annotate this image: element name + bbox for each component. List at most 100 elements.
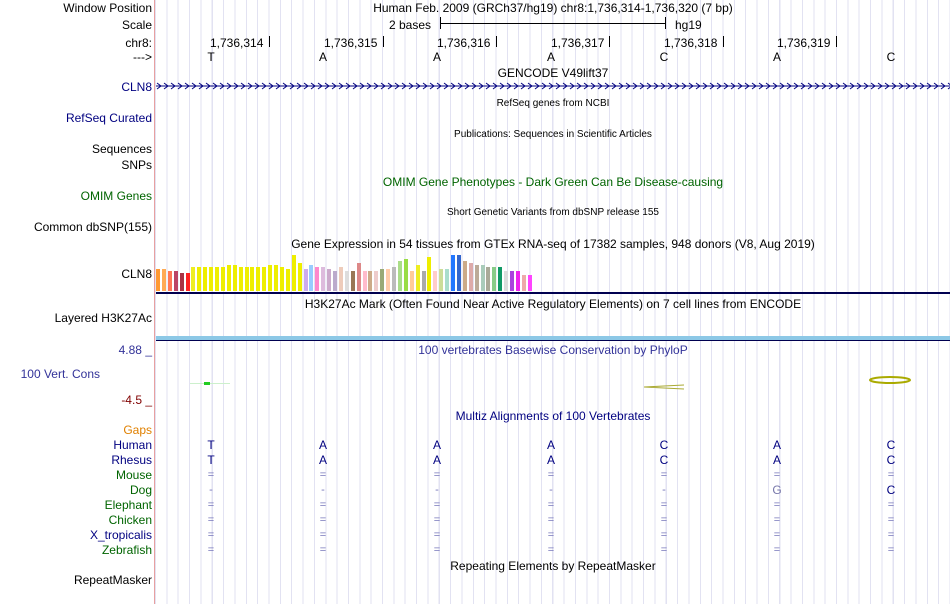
gtex-tissue-bar[interactable] bbox=[232, 265, 237, 291]
gtex-tissue-bar[interactable] bbox=[421, 271, 426, 291]
gtex-tissue-bar[interactable] bbox=[521, 275, 526, 291]
species-aligned-base: C bbox=[659, 438, 669, 452]
h3k27ac-track-label[interactable]: Layered H3K27Ac bbox=[54, 311, 152, 325]
species-aligned-base: = bbox=[319, 529, 327, 541]
gtex-tissue-bar[interactable] bbox=[439, 269, 444, 291]
gtex-tissue-bar[interactable] bbox=[403, 259, 408, 291]
repeatmasker-track-label[interactable]: RepeatMasker bbox=[73, 573, 152, 587]
gtex-tissue-bar[interactable] bbox=[350, 271, 355, 291]
gtex-tissue-bar[interactable] bbox=[291, 255, 296, 291]
multiz-track-title[interactable]: Multiz Alignments of 100 Vertebrates bbox=[455, 409, 651, 423]
gtex-tissue-bar[interactable] bbox=[256, 267, 261, 291]
species-aligned-base: - bbox=[321, 484, 325, 496]
gtex-tissue-bar[interactable] bbox=[327, 269, 332, 291]
gtex-tissue-bar[interactable] bbox=[338, 267, 343, 291]
dbsnp-track-title[interactable]: Short Genetic Variants from dbSNP releas… bbox=[447, 207, 659, 218]
cons-track-label[interactable]: 100 Vert. Cons bbox=[20, 367, 100, 381]
gtex-tissue-bar[interactable] bbox=[156, 269, 160, 291]
gtex-tissue-bar[interactable] bbox=[209, 267, 214, 291]
gtex-tissue-bar[interactable] bbox=[321, 267, 326, 291]
gtex-tissue-bar[interactable] bbox=[226, 265, 231, 291]
gtex-tissue-bar[interactable] bbox=[279, 267, 284, 291]
gtex-tissue-bar[interactable] bbox=[468, 263, 473, 291]
gtex-tissue-bar[interactable] bbox=[167, 271, 172, 291]
gtex-tissue-bar[interactable] bbox=[462, 261, 467, 291]
gtex-tissue-bar[interactable] bbox=[515, 271, 520, 291]
gtex-tissue-bar[interactable] bbox=[427, 257, 432, 291]
gtex-tissue-bar[interactable] bbox=[527, 275, 532, 291]
gtex-tissue-bar[interactable] bbox=[297, 263, 302, 291]
gtex-tissue-bar[interactable] bbox=[451, 255, 455, 291]
gtex-tissue-bar[interactable] bbox=[268, 265, 273, 291]
gtex-gene-label[interactable]: CLN8 bbox=[121, 267, 152, 281]
gtex-tissue-bar[interactable] bbox=[315, 267, 320, 291]
gtex-tissue-bar[interactable] bbox=[262, 267, 267, 291]
gtex-tissue-bar[interactable] bbox=[368, 271, 373, 291]
species-aligned-base: = bbox=[319, 544, 327, 556]
species-aligned-base: A bbox=[432, 453, 441, 467]
gtex-tissue-bar[interactable] bbox=[498, 267, 503, 291]
scale-label: Scale bbox=[121, 18, 152, 32]
snps-track-label[interactable]: SNPs bbox=[121, 158, 152, 172]
position-tick-label: 1,736,318 bbox=[664, 36, 718, 50]
species-aligned-base: = bbox=[547, 544, 555, 556]
publications-track-label[interactable]: Sequences bbox=[91, 142, 152, 156]
gtex-tissue-bar[interactable] bbox=[486, 267, 491, 291]
gtex-tissue-bar[interactable] bbox=[344, 271, 349, 291]
species-aligned-base: = bbox=[887, 544, 895, 556]
gencode-gene-feature[interactable] bbox=[156, 78, 950, 94]
gtex-tissue-bar[interactable] bbox=[392, 267, 396, 291]
gtex-tissue-bar[interactable] bbox=[480, 265, 485, 291]
refseq-track-label[interactable]: RefSeq Curated bbox=[65, 111, 152, 125]
gtex-tissue-bar[interactable] bbox=[362, 271, 367, 291]
gtex-tissue-bar[interactable] bbox=[161, 269, 166, 291]
gtex-tissue-bar[interactable] bbox=[238, 267, 243, 291]
gtex-tissue-bar[interactable] bbox=[380, 269, 385, 291]
gtex-tissue-bar[interactable] bbox=[191, 267, 196, 291]
gencode-track-title[interactable]: GENCODE V49lift37 bbox=[497, 66, 609, 80]
gtex-tissue-bar[interactable] bbox=[433, 271, 438, 291]
gtex-tissue-bar[interactable] bbox=[215, 267, 219, 291]
gtex-tissue-bar[interactable] bbox=[415, 265, 420, 291]
gencode-gene-label[interactable]: CLN8 bbox=[121, 80, 152, 94]
gtex-tissue-bar[interactable] bbox=[197, 267, 202, 291]
gtex-tissue-bar[interactable] bbox=[510, 271, 514, 291]
gtex-tissue-bar[interactable] bbox=[179, 273, 184, 291]
gtex-expression-bars[interactable] bbox=[156, 252, 950, 291]
gtex-tissue-bar[interactable] bbox=[250, 267, 255, 291]
cons-track-title[interactable]: 100 vertebrates Basewise Conservation by… bbox=[418, 343, 688, 357]
gtex-tissue-bar[interactable] bbox=[356, 263, 361, 291]
scale-text: 2 bases bbox=[389, 18, 432, 32]
gtex-tissue-bar[interactable] bbox=[374, 271, 379, 291]
gtex-tissue-bar[interactable] bbox=[220, 267, 225, 291]
gtex-tissue-bar[interactable] bbox=[445, 269, 450, 291]
gtex-tissue-bar[interactable] bbox=[185, 273, 190, 291]
publications-track-title[interactable]: Publications: Sequences in Scientific Ar… bbox=[454, 129, 652, 140]
gtex-tissue-bar[interactable] bbox=[474, 265, 479, 291]
gtex-tissue-bar[interactable] bbox=[386, 269, 391, 291]
gtex-tissue-bar[interactable] bbox=[409, 271, 414, 291]
repeatmasker-track-title[interactable]: Repeating Elements by RepeatMasker bbox=[450, 559, 656, 573]
gtex-track-title[interactable]: Gene Expression in 54 tissues from GTEx … bbox=[291, 237, 815, 251]
position-tick-label: 1,736,316 bbox=[437, 36, 491, 50]
species-aligned-base: = bbox=[433, 469, 441, 481]
gtex-tissue-bar[interactable] bbox=[274, 265, 278, 291]
gtex-tissue-bar[interactable] bbox=[285, 269, 290, 291]
omim-track-label[interactable]: OMIM Genes bbox=[80, 189, 152, 203]
position-tick bbox=[269, 36, 270, 47]
gtex-tissue-bar[interactable] bbox=[203, 267, 208, 291]
dbsnp-track-label[interactable]: Common dbSNP(155) bbox=[33, 220, 152, 234]
omim-track-title[interactable]: OMIM Gene Phenotypes - Dark Green Can Be… bbox=[382, 175, 724, 189]
gtex-tissue-bar[interactable] bbox=[333, 271, 337, 291]
gtex-tissue-bar[interactable] bbox=[456, 255, 461, 291]
gtex-tissue-bar[interactable] bbox=[504, 271, 509, 291]
gtex-tissue-bar[interactable] bbox=[173, 271, 178, 291]
h3k27ac-track-title[interactable]: H3K27Ac Mark (Often Found Near Active Re… bbox=[304, 297, 802, 311]
gtex-tissue-bar[interactable] bbox=[397, 261, 402, 291]
gtex-tissue-bar[interactable] bbox=[303, 269, 308, 291]
gtex-tissue-bar[interactable] bbox=[492, 267, 497, 291]
gtex-tissue-bar[interactable] bbox=[244, 267, 249, 291]
gtex-tissue-bar[interactable] bbox=[309, 265, 314, 291]
refseq-track-title[interactable]: RefSeq genes from NCBI bbox=[496, 98, 610, 109]
